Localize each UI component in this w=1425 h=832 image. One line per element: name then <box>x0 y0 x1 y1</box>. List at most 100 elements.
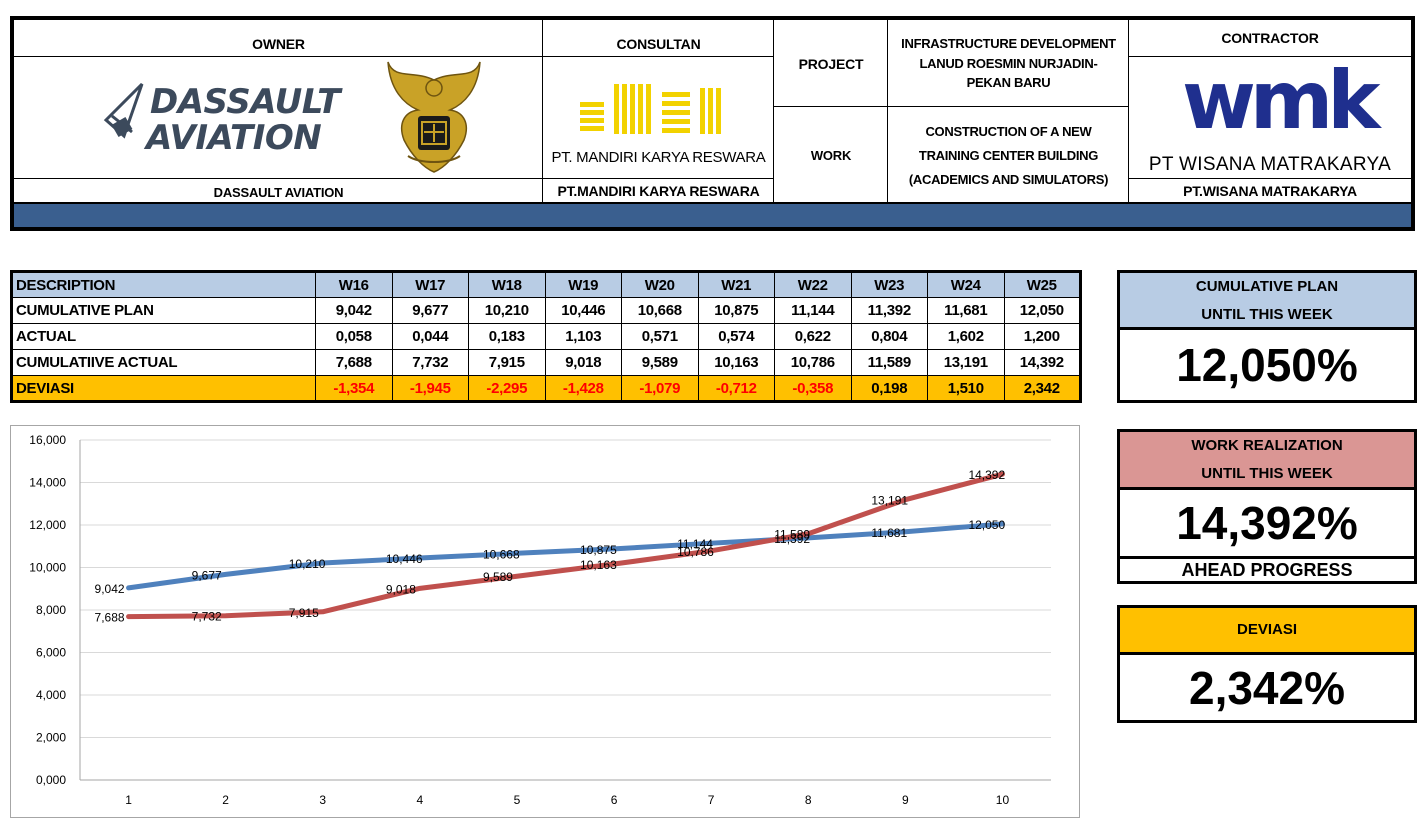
week-header: W19 <box>544 271 622 298</box>
deviation-box: DEVIASI 2,342% <box>1117 605 1417 723</box>
data-label: 10,875 <box>580 543 617 557</box>
progress-table: DESCRIPTION W16 W17 W18 W19 W20 W21 W22 … <box>10 270 1082 403</box>
data-label: 7,732 <box>192 610 222 624</box>
cumulative-plan-box: CUMULATIVE PLAN UNTIL THIS WEEK 12,050% <box>1117 270 1417 403</box>
plan-title-line-2: UNTIL THIS WEEK <box>1201 306 1333 323</box>
week-header: W16 <box>315 271 393 298</box>
dassault-emblem-icon <box>103 82 144 139</box>
work-label: WORK <box>810 148 852 163</box>
table-cell: 0,574 <box>697 323 775 350</box>
table-cell: 10,446 <box>544 297 622 324</box>
table-cell: -1,428 <box>544 375 622 402</box>
work-realization-box: WORK REALIZATION UNTIL THIS WEEK 14,392%… <box>1117 429 1417 584</box>
table-cell: -0,358 <box>774 375 852 402</box>
contractor-label: CONTRACTOR <box>1221 30 1319 46</box>
table-cell: 7,732 <box>391 349 469 376</box>
project-label: PROJECT <box>798 56 864 72</box>
table-cell: 11,681 <box>927 297 1005 324</box>
project-desc-cell <box>888 20 1129 202</box>
data-label: 7,688 <box>95 611 125 625</box>
deviation-row: DEVIASI -1,354 -1,945 -2,295 -1,428 -1,0… <box>11 375 1081 402</box>
table-cell: 14,392 <box>1003 349 1081 376</box>
row-label: ACTUAL <box>11 323 316 350</box>
table-cell: 1,602 <box>927 323 1005 350</box>
project-line-1: INFRASTRUCTURE DEVELOPMENT <box>901 36 1116 51</box>
contractor-logo: wmk <box>1182 54 1380 147</box>
owner-label: OWNER <box>252 36 305 52</box>
y-tick-label: 2,000 <box>36 731 66 745</box>
y-tick-label: 8,000 <box>36 603 66 617</box>
data-label: 7,915 <box>289 606 319 620</box>
deviation-value: 2,342% <box>1188 662 1345 714</box>
project-line-3: PEKAN BARU <box>966 75 1051 90</box>
table-cell: 0,183 <box>468 323 546 350</box>
project-description: INFRASTRUCTURE DEVELOPMENT LANUD ROESMIN… <box>888 32 1129 93</box>
progress-status: AHEAD PROGRESS <box>1181 560 1353 580</box>
contractor-name: PT.WISANA MATRAKARYA <box>1183 183 1357 199</box>
y-tick-label: 16,000 <box>29 433 66 447</box>
data-label: 11,144 <box>677 537 713 551</box>
y-tick-label: 6,000 <box>36 646 66 660</box>
project-line-2: LANUD ROESMIN NURJADIN- <box>919 56 1098 71</box>
eagle-emblem-icon <box>387 61 481 173</box>
actual-series-line <box>126 471 1005 620</box>
data-label: 13,191 <box>871 494 908 508</box>
table-cell: -1,079 <box>621 375 699 402</box>
owner-cell <box>14 20 543 202</box>
data-label: 10,668 <box>483 547 520 561</box>
data-label: 12,050 <box>968 518 1005 532</box>
table-cell: 0,198 <box>850 375 928 402</box>
header-band <box>14 202 1411 227</box>
table-cell: 11,392 <box>850 297 928 324</box>
table-cell: 0,571 <box>621 323 699 350</box>
table-cell: 7,915 <box>468 349 546 376</box>
work-line-2: TRAINING CENTER BUILDING <box>918 148 1099 163</box>
data-label: 10,210 <box>289 557 326 571</box>
table-cell: 9,589 <box>621 349 699 376</box>
owner-name: DASSAULT AVIATION <box>213 185 344 200</box>
data-label: 9,042 <box>95 582 125 596</box>
x-tick-label: 2 <box>222 793 229 807</box>
y-tick-label: 0,000 <box>36 773 66 787</box>
contractor-logo-text: PT WISANA MATRAKARYA <box>1148 154 1392 175</box>
table-cell: 7,688 <box>315 349 393 376</box>
consultant-bars-icon <box>580 84 721 134</box>
report-header: OWNER DASSAULT AVIATION DASSAULT AVIATIO… <box>10 16 1415 231</box>
data-label: 11,681 <box>871 526 907 540</box>
data-label: 9,677 <box>192 568 222 582</box>
table-cell: 2,342 <box>1003 375 1081 402</box>
table-cell: 11,144 <box>774 297 852 324</box>
data-label: 9,018 <box>386 582 416 596</box>
data-label: 9,589 <box>483 570 513 584</box>
plan-title: CUMULATIVE PLAN UNTIL THIS WEEK <box>1120 273 1414 330</box>
week-header: W24 <box>927 271 1005 298</box>
x-tick-label: 10 <box>996 793 1010 807</box>
data-label: 10,163 <box>580 558 617 572</box>
table-cell: -1,945 <box>391 375 469 402</box>
table-cell: -1,354 <box>315 375 393 402</box>
week-header: W22 <box>774 271 852 298</box>
table-cell: 10,668 <box>621 297 699 324</box>
table-cell: 1,510 <box>927 375 1005 402</box>
table-cell: -0,712 <box>697 375 775 402</box>
realization-title-line-1: WORK REALIZATION <box>1191 437 1343 454</box>
description-header: DESCRIPTION <box>11 271 316 298</box>
x-tick-label: 6 <box>611 793 618 807</box>
data-label: 11,392 <box>774 532 810 546</box>
realization-title-line-2: UNTIL THIS WEEK <box>1201 465 1333 482</box>
owner-logo-line2: AVIATION <box>146 118 322 158</box>
table-cell: 1,103 <box>544 323 622 350</box>
x-tick-label: 5 <box>514 793 521 807</box>
x-tick-label: 7 <box>708 793 715 807</box>
table-cell: 9,018 <box>544 349 622 376</box>
week-header: W18 <box>468 271 546 298</box>
cumulative-plan-row: CUMULATIVE PLAN 9,042 9,677 10,210 10,44… <box>11 297 1081 324</box>
row-label: CUMULATIIVE ACTUAL <box>11 349 316 376</box>
table-cell: 10,210 <box>468 297 546 324</box>
table-cell: 11,589 <box>850 349 928 376</box>
work-line-1: CONSTRUCTION OF A NEW <box>925 124 1092 139</box>
consultant-cell <box>543 20 774 202</box>
table-header-row: DESCRIPTION W16 W17 W18 W19 W20 W21 W22 … <box>11 271 1081 298</box>
table-cell: 0,804 <box>850 323 928 350</box>
realization-title: WORK REALIZATION UNTIL THIS WEEK <box>1120 432 1414 490</box>
